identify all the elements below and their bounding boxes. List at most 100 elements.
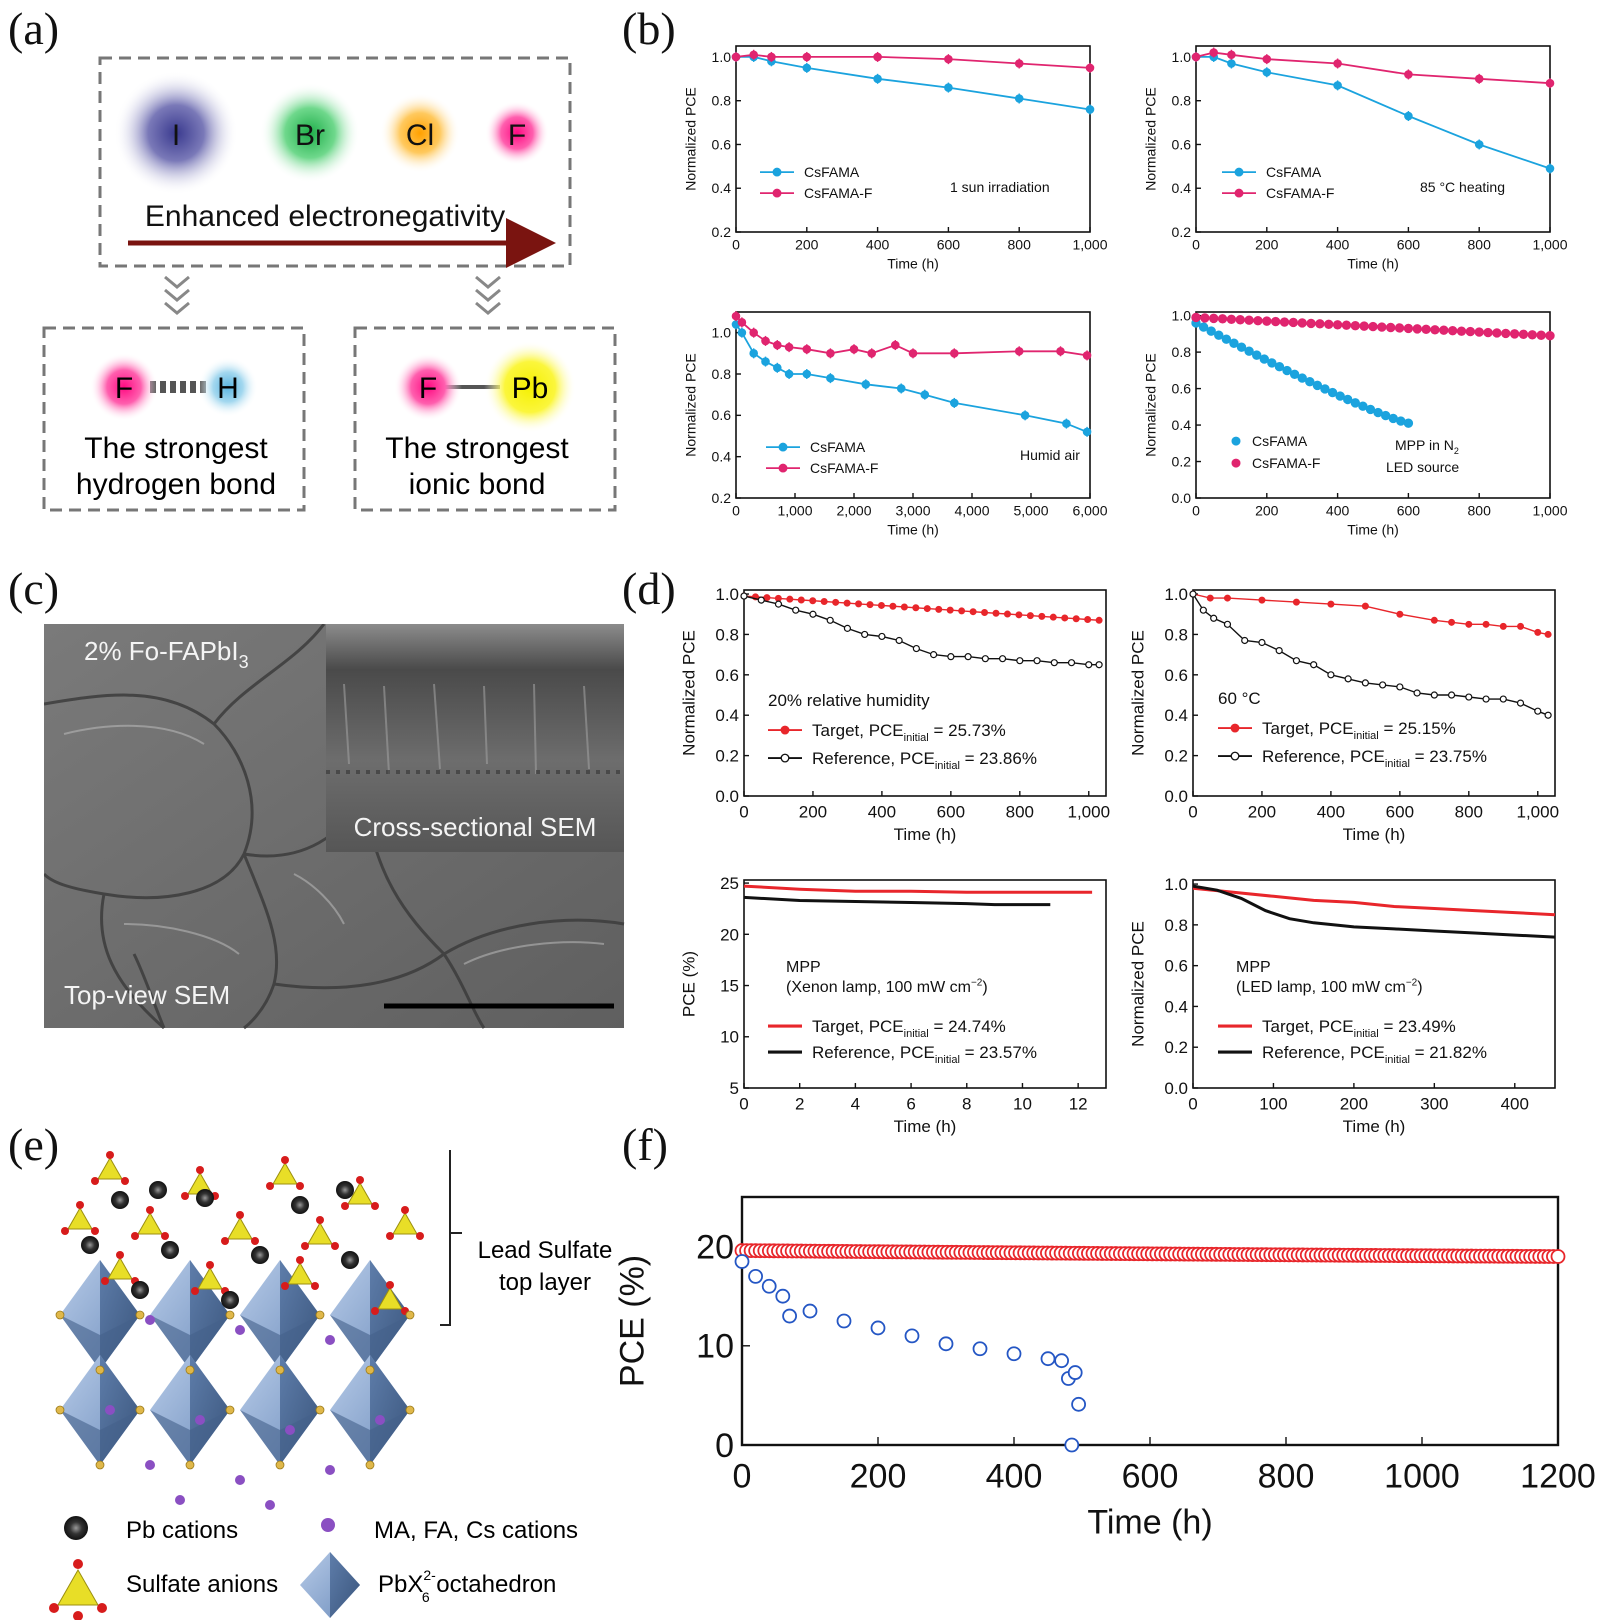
- y-tick-label: 0.6: [1164, 666, 1188, 685]
- data-point: [889, 1244, 905, 1260]
- x-tick-label: 200: [850, 1458, 907, 1496]
- data-point: [1368, 321, 1378, 332]
- data-point: [950, 349, 959, 358]
- data-point: [981, 655, 989, 663]
- data-point: [1527, 330, 1538, 340]
- data-point: [1340, 1247, 1356, 1263]
- x-tick-label: 800: [1468, 503, 1492, 519]
- legend-marker: [780, 753, 790, 763]
- x-tick-label: 600: [937, 237, 961, 253]
- data-point: [962, 1245, 978, 1260]
- data-point: [1067, 1245, 1083, 1261]
- data-point: [749, 52, 759, 62]
- data-point: [752, 1243, 768, 1259]
- data-point: [1163, 1246, 1178, 1262]
- halide-atom: [405, 1405, 415, 1415]
- data-point: [849, 344, 859, 354]
- x-tick-label: 200: [1248, 802, 1276, 821]
- data-point: [1270, 316, 1281, 327]
- data-point: [1214, 330, 1224, 340]
- data-point: [1308, 1247, 1324, 1263]
- data-point: [1279, 317, 1290, 327]
- series-csfama: [1191, 318, 1414, 428]
- plot-frame: [740, 1195, 1560, 1447]
- series-line: [1195, 51, 1551, 85]
- series-csfama-f: [731, 49, 1095, 73]
- legend-octahedron: PbX2-6 octahedron: [378, 1567, 556, 1605]
- data-point: [1085, 105, 1095, 114]
- data-point: [1358, 401, 1368, 411]
- octahedron: [60, 1260, 140, 1370]
- y-tick-label: 1.0: [1172, 49, 1192, 65]
- legend-marker: [1231, 458, 1241, 468]
- data-point: [1199, 606, 1207, 614]
- data-point: [971, 1245, 987, 1260]
- data-point: [798, 1243, 814, 1259]
- legend-label: Reference, PCEinitial = 23.75%: [1262, 747, 1487, 770]
- legend-entry: Target, PCEinitial = 24.74%: [768, 1017, 1006, 1040]
- data-point: [855, 600, 863, 608]
- sulfate-anion: [61, 1201, 99, 1235]
- data-point: [1213, 1246, 1229, 1262]
- x-tick-label: 100: [1259, 1094, 1287, 1113]
- y-tick-label: 0.8: [1164, 625, 1188, 644]
- data-point: [793, 1243, 809, 1259]
- y-tick-label: 0.4: [1172, 417, 1192, 433]
- data-point: [1064, 1437, 1080, 1453]
- data-point: [1482, 1248, 1498, 1264]
- data-point: [786, 595, 794, 603]
- data-point: [1258, 1247, 1274, 1263]
- chart-annotation-2: (LED lamp, 100 mW cm−2): [1236, 978, 1423, 996]
- data-point: [1223, 594, 1231, 602]
- data-point: [1262, 67, 1272, 77]
- data-point: [1527, 1249, 1543, 1264]
- organic-cation: [105, 1405, 115, 1415]
- data-point: [1394, 323, 1405, 333]
- series-reference-pce: [1189, 590, 1552, 719]
- data-point: [1327, 671, 1335, 679]
- series-target-pce: [1192, 886, 1556, 917]
- data-point: [912, 604, 920, 612]
- data-point: [1465, 620, 1473, 628]
- atom-h-label: H: [217, 372, 239, 405]
- data-point: [1189, 590, 1197, 598]
- data-point: [1441, 1248, 1456, 1264]
- data-point: [1067, 1365, 1083, 1380]
- legend-entry: Reference, PCEinitial = 23.86%: [768, 749, 1037, 772]
- data-point: [1044, 1245, 1060, 1261]
- x-tick-label: 800: [1455, 802, 1483, 821]
- octahedron: [150, 1260, 230, 1370]
- data-point: [1345, 1247, 1361, 1263]
- legend-marker: [778, 442, 788, 452]
- data-point: [749, 349, 759, 358]
- data-point: [1241, 636, 1249, 645]
- x-tick-label: 6: [906, 1094, 915, 1113]
- data-point: [1181, 1246, 1197, 1262]
- data-point: [1267, 1247, 1283, 1263]
- x-axis-label: Time (h): [1343, 1117, 1406, 1136]
- halide-atom: [315, 1310, 325, 1320]
- sulfate-anion: [301, 1216, 339, 1250]
- x-tick-label: 0: [1188, 802, 1197, 821]
- data-point: [1290, 1247, 1306, 1263]
- x-tick-label: 0: [739, 802, 748, 821]
- data-point: [734, 1254, 750, 1269]
- legend-marker: [1234, 188, 1244, 198]
- data-point: [1200, 313, 1210, 323]
- data-point: [1259, 354, 1269, 364]
- y-tick-label: 0.0: [715, 787, 739, 806]
- data-point: [1281, 1247, 1297, 1263]
- x-tick-label: 800: [1258, 1458, 1315, 1496]
- x-tick-label: 1,000: [777, 503, 812, 519]
- chart-annotation-1: MPP in N2: [1395, 437, 1459, 456]
- data-point: [1061, 614, 1069, 622]
- ion-f-label: F: [508, 119, 526, 152]
- x-tick-label: 600: [1397, 503, 1421, 519]
- y-tick-label: 0.8: [1172, 93, 1192, 109]
- x-tick-label: 400: [1501, 1094, 1529, 1113]
- legend-label: CsFAMA-F: [804, 185, 872, 201]
- data-point: [891, 340, 900, 350]
- legend-marker: [772, 188, 782, 198]
- sulfate-anion: [266, 1156, 304, 1190]
- y-tick-label: 0.2: [1164, 1038, 1188, 1057]
